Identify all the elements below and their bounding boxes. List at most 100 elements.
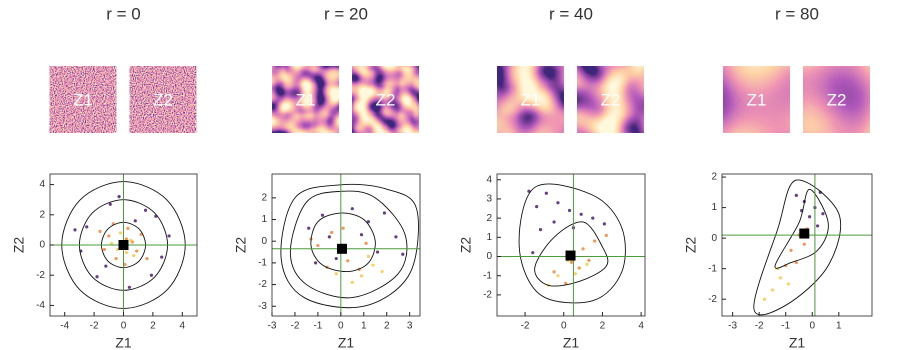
x-tick-label: -3 [728,321,737,332]
point [359,274,364,278]
y-tick-label: 0 [711,233,717,244]
panel-title: r = 0 [106,4,141,23]
field-image [49,66,117,133]
point [350,280,354,284]
mean-marker [118,240,129,250]
y-tick-label: -2 [483,290,492,301]
point [815,224,820,228]
field-image [352,66,419,133]
field-label: Z1 [73,90,93,109]
field-image [497,66,564,133]
point [118,231,123,235]
x-tick-label: -2 [521,321,530,332]
x-tick-label: -4 [60,321,69,332]
plot-frame [496,173,646,317]
field-image [272,66,339,133]
point [577,266,581,270]
point [538,228,543,232]
point [320,213,325,217]
y-tick-label: 2 [39,209,45,220]
x-axis-label: Z1 [338,335,355,350]
x-tick-label: 1 [836,321,842,332]
x-tick-label: -3 [268,321,277,332]
point [564,281,568,285]
point [114,256,118,261]
point [567,208,572,213]
point [770,288,775,292]
x-tick-label: 4 [180,321,186,332]
point [133,219,137,223]
field-label: Z2 [827,90,847,109]
point [167,234,171,238]
point [124,237,129,241]
y-tick-label: 0 [39,240,45,251]
contour [280,183,419,309]
point [327,235,331,239]
point [107,234,111,238]
y-tick-label: 4 [39,179,45,190]
x-tick-label: -1 [313,321,322,332]
y-tick-label: 2 [486,213,492,224]
x-tick-label: 1 [361,321,367,332]
point [330,230,334,235]
point [117,195,121,199]
point [573,272,577,276]
point [85,225,89,229]
contour [518,183,626,304]
point [531,251,535,255]
y-tick-label: -1 [708,263,717,274]
y-axis-label: Z2 [683,237,699,254]
field-image [723,66,790,133]
point [604,233,608,238]
y-axis-label: Z2 [233,237,249,254]
point [116,247,120,252]
point [129,238,133,243]
plot-frame [721,173,873,317]
contour [753,179,842,316]
point [371,263,375,267]
point [346,259,350,263]
x-tick-label: 0 [338,321,344,332]
x-axis-label: Z1 [789,335,806,350]
mean-marker [565,250,576,261]
y-tick-label: 1 [486,232,492,243]
point [556,201,560,205]
field-image [577,66,644,133]
mean-marker [336,243,347,254]
point [794,260,798,265]
mean-marker [799,228,810,239]
y-tick-label: 0 [486,251,492,262]
point [145,256,149,261]
y-tick-label: 2 [711,172,717,183]
point [104,264,108,268]
x-tick-label: -1 [781,321,790,332]
point [341,226,345,230]
point [334,256,338,261]
point [126,226,130,230]
point [127,285,131,289]
contour [534,221,609,287]
point [581,247,585,251]
plot-area [50,174,197,316]
y-tick-label: -1 [258,258,267,269]
x-tick-label: 0 [121,321,127,332]
point [366,254,370,258]
point [313,261,318,265]
contour [289,190,408,299]
plot-frame [271,173,421,317]
point [359,233,364,237]
point [569,260,574,264]
contour [774,188,829,269]
point [794,193,798,197]
point [149,273,154,277]
y-tick-label: -3 [258,301,267,312]
point [334,272,338,276]
x-tick-label: -2 [755,321,764,332]
point [108,202,112,206]
x-tick-label: 2 [150,321,156,332]
point [802,242,806,246]
y-axis-label: Z2 [11,237,27,254]
point [124,250,129,255]
y-axis-label: Z2 [458,237,474,254]
